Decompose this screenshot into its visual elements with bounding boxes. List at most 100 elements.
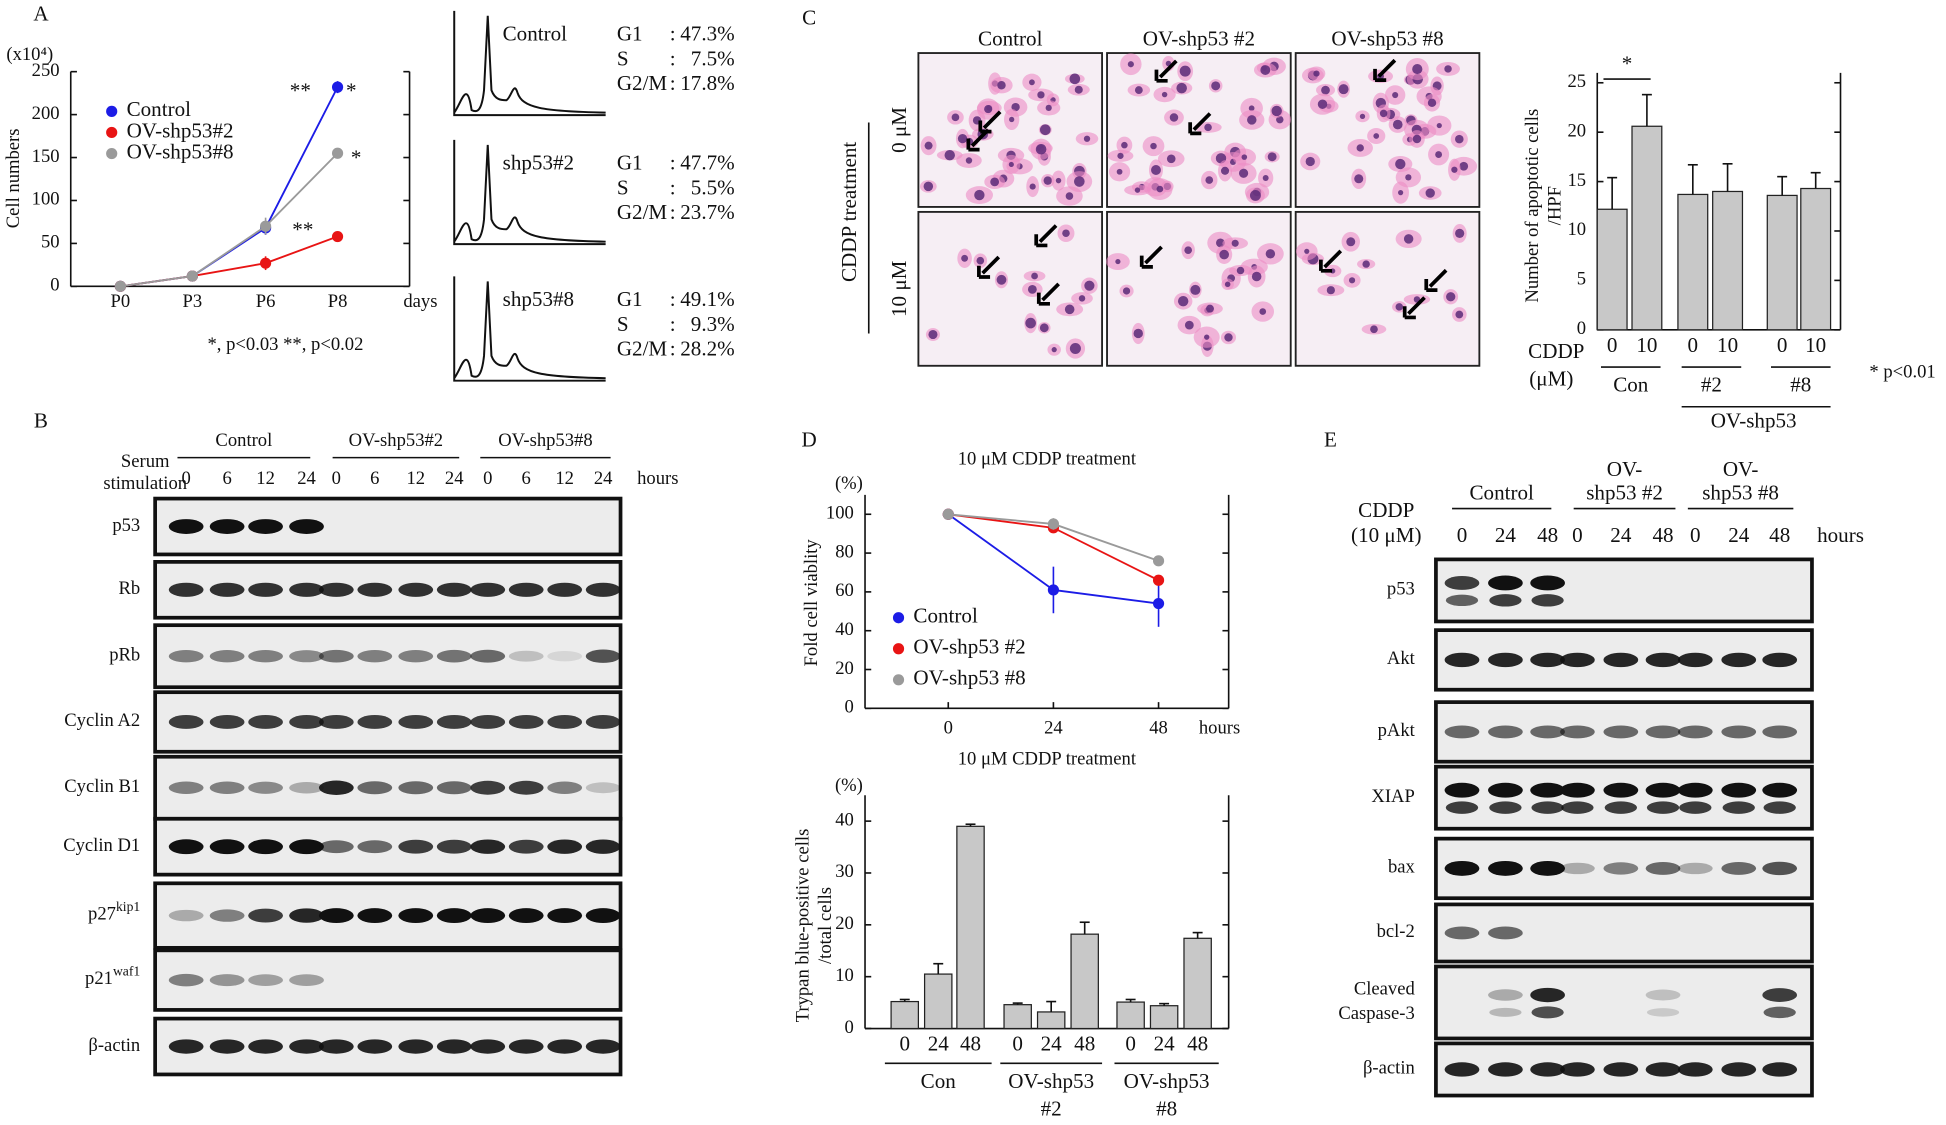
time-label: 24 xyxy=(594,468,613,489)
bar xyxy=(956,825,985,1030)
legend-marker xyxy=(892,612,905,624)
nucleus xyxy=(1204,334,1210,340)
nucleus xyxy=(1427,98,1437,108)
row-label: 0 μM xyxy=(887,107,911,153)
marker xyxy=(331,147,344,159)
row-label: β-actin xyxy=(88,1035,141,1056)
nucleus xyxy=(1373,133,1380,139)
band xyxy=(1444,652,1480,668)
phase-value: 28.2% xyxy=(680,337,734,361)
time-label: 0 xyxy=(1457,523,1468,547)
band xyxy=(168,781,204,794)
band xyxy=(1531,594,1564,607)
band xyxy=(508,839,544,854)
band xyxy=(1560,652,1595,668)
band xyxy=(470,582,506,597)
nucleus xyxy=(1115,259,1121,265)
band xyxy=(318,908,354,924)
row-label: bcl-2 xyxy=(1377,921,1415,942)
nucleus xyxy=(1220,166,1230,175)
separator: : xyxy=(670,175,676,199)
legend-marker xyxy=(106,126,118,139)
band xyxy=(436,839,472,854)
band xyxy=(1763,1006,1796,1019)
band xyxy=(1677,1062,1713,1077)
nucleus xyxy=(1029,183,1036,190)
band xyxy=(318,1039,354,1054)
row-label: Cleaved xyxy=(1354,978,1416,999)
band xyxy=(1677,652,1713,668)
nucleus xyxy=(1074,176,1085,187)
band xyxy=(508,780,544,795)
legend-label: OV-shp53#2 xyxy=(127,118,234,142)
phase-label: G1 xyxy=(617,287,643,311)
nucleus xyxy=(1117,152,1124,159)
band xyxy=(547,908,583,924)
phase-label: G1 xyxy=(617,22,643,46)
band xyxy=(585,649,621,663)
bar xyxy=(1800,187,1832,331)
band xyxy=(318,780,354,795)
chart-title: 10 μM CDDP treatment xyxy=(958,448,1137,469)
band xyxy=(1762,988,1798,1002)
marker xyxy=(186,270,198,282)
band xyxy=(248,519,283,534)
nucleus xyxy=(1134,187,1141,193)
nucleus xyxy=(1248,105,1255,112)
histogram-label: shp53#8 xyxy=(503,287,574,311)
band xyxy=(248,1039,283,1054)
nucleus xyxy=(1062,229,1070,238)
band xyxy=(547,582,583,597)
arrow xyxy=(1319,249,1343,273)
condition-label: stimulation xyxy=(103,473,187,494)
nucleus xyxy=(1412,134,1422,144)
y-tick-label: 0 xyxy=(845,697,854,718)
marker xyxy=(260,220,272,232)
y-tick-label: 30 xyxy=(835,861,854,882)
band xyxy=(398,715,434,729)
marker xyxy=(1152,574,1165,586)
bar xyxy=(1766,194,1798,331)
band xyxy=(1603,1062,1639,1077)
legend-label: Control xyxy=(913,604,978,628)
band xyxy=(1722,801,1755,814)
band xyxy=(209,839,245,855)
histogram xyxy=(453,10,606,117)
nucleus xyxy=(1455,134,1464,144)
phase-value: 49.1% xyxy=(680,287,734,311)
bar xyxy=(1183,937,1212,1030)
band xyxy=(1560,1062,1595,1077)
x-tick-label: P3 xyxy=(183,291,203,312)
nucleus xyxy=(1271,105,1282,117)
nucleus xyxy=(1251,271,1262,282)
nucleus xyxy=(1338,84,1349,95)
bar xyxy=(1116,1001,1145,1030)
time-label: 24 xyxy=(297,468,316,489)
column-label: OV-shp53 #8 xyxy=(1331,26,1443,50)
phase-value: 47.7% xyxy=(680,151,734,175)
nucleus xyxy=(1265,249,1276,259)
nucleus xyxy=(1359,113,1366,119)
band xyxy=(398,781,434,795)
phase-label: S xyxy=(617,312,629,336)
row-label: Cyclin D1 xyxy=(63,835,140,856)
phase-value: 9.3% xyxy=(691,312,735,336)
bar xyxy=(1596,208,1628,331)
nucleus xyxy=(1045,104,1052,111)
band xyxy=(508,650,544,662)
phase-label: G2/M xyxy=(617,71,668,95)
band xyxy=(436,781,472,795)
arrow xyxy=(1139,245,1163,269)
time-unit: hours xyxy=(1817,523,1864,547)
band xyxy=(1762,861,1798,876)
nucleus xyxy=(1065,192,1074,200)
nucleus xyxy=(1009,116,1015,123)
nucleus xyxy=(1236,266,1245,275)
blot-panel xyxy=(153,948,623,1012)
band xyxy=(289,1039,324,1054)
nucleus xyxy=(1127,61,1134,68)
band xyxy=(357,582,393,597)
band xyxy=(248,781,283,794)
phase-label: G1 xyxy=(617,151,643,175)
histogram-label: Control xyxy=(503,22,568,46)
